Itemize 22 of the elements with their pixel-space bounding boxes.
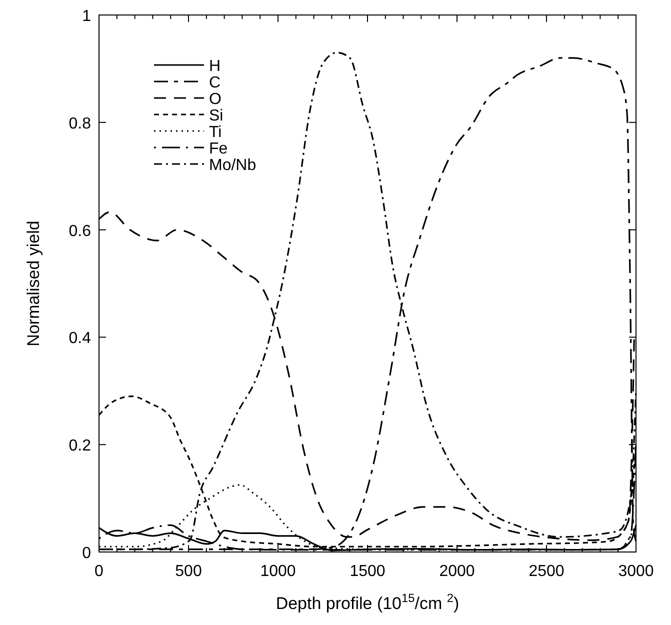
x-tick-label: 2500 [528, 563, 564, 580]
y-tick-label: 0.2 [68, 438, 92, 455]
y-tick-label: 0.8 [68, 115, 92, 132]
x-tick-label: 2000 [439, 563, 475, 580]
y-tick-label: 0.4 [68, 330, 92, 348]
x-tick-label: 0 [94, 563, 104, 580]
x-tick-label: 3000 [618, 563, 654, 580]
legend-label: Fe [209, 140, 228, 158]
legend-label: H [209, 58, 221, 75]
x-tick-label: 1000 [260, 563, 296, 580]
y-tick-label: 1 [82, 8, 92, 25]
legend-label: O [209, 91, 222, 108]
legend-label: Ti [209, 124, 222, 141]
legend-label: Si [209, 108, 224, 124]
x-tick-label: 500 [175, 563, 202, 580]
legend-label: Mo/Nb [209, 157, 256, 174]
y-tick-label: 0.6 [68, 222, 92, 240]
y-axis-title: Normalised yield [24, 220, 43, 346]
y-tick-label: 0 [82, 545, 92, 562]
x-axis-title: Depth profile (10$^{15}$/cm $^{2}$) [276, 591, 460, 613]
x-tick-label: 1500 [350, 563, 386, 580]
legend-label: C [209, 74, 221, 92]
